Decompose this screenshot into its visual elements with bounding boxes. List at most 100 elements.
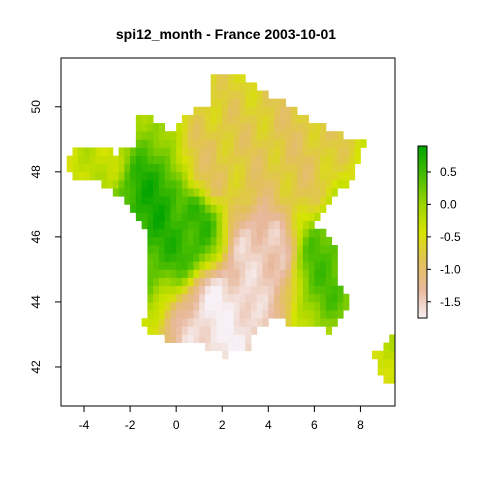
raster-cell (210, 334, 217, 343)
raster-cell (245, 285, 252, 295)
raster-cell (325, 163, 333, 173)
colorbar-cell (418, 178, 427, 181)
raster-cell (320, 261, 327, 270)
colorbar-cell (418, 162, 427, 165)
raster-cell (308, 277, 315, 287)
raster-cell (158, 261, 166, 270)
raster-cell (233, 155, 240, 165)
raster-cell (187, 269, 194, 278)
raster-cell (176, 310, 183, 319)
raster-cell (193, 326, 200, 335)
raster-cell (199, 163, 206, 173)
colorbar-cell (418, 282, 427, 285)
raster-cell (331, 131, 338, 140)
raster-cell (170, 334, 177, 343)
raster-cell (107, 147, 114, 156)
raster-cell (320, 301, 327, 311)
raster-cell (268, 147, 275, 156)
raster-cell (187, 253, 194, 262)
raster-cell (181, 204, 189, 213)
raster-cell (72, 155, 79, 165)
raster-cell (204, 285, 212, 295)
raster-cell (308, 139, 315, 148)
raster-cell (158, 228, 166, 238)
raster-cell (66, 163, 73, 173)
raster-cell (291, 253, 298, 262)
raster-cell (251, 155, 258, 165)
raster-cell (147, 285, 154, 295)
raster-cell (285, 163, 292, 173)
raster-cell (320, 139, 327, 148)
raster-cell (239, 188, 246, 197)
raster-cell (158, 163, 166, 173)
raster-cell (348, 171, 356, 181)
raster-cell (228, 106, 235, 116)
raster-cell (348, 139, 356, 148)
colorbar-cell (418, 242, 427, 245)
raster-cell (245, 114, 252, 124)
raster-cell (308, 261, 315, 270)
raster-cell (216, 131, 223, 140)
raster-cell (187, 277, 194, 287)
raster-cell (297, 212, 304, 222)
raster-cell (199, 245, 206, 254)
raster-cell (233, 318, 240, 327)
raster-cell (210, 147, 217, 156)
raster-cell (153, 269, 160, 278)
raster-cell (164, 171, 171, 181)
raster-cell (274, 123, 281, 132)
raster-cell (297, 261, 304, 270)
raster-cell (268, 220, 275, 230)
raster-cell (193, 261, 200, 270)
raster-cell (285, 261, 292, 270)
raster-cell (279, 131, 286, 140)
raster-cell (84, 147, 91, 156)
raster-cell (176, 318, 183, 327)
raster-cell (325, 147, 333, 156)
raster-cell (279, 106, 286, 116)
raster-cell (228, 171, 235, 181)
raster-cell (245, 163, 252, 173)
raster-cell (262, 196, 269, 205)
raster-cell (164, 139, 171, 148)
raster-cell (314, 277, 321, 287)
raster-cell (279, 310, 286, 319)
raster-cell (164, 212, 171, 222)
raster-cell (325, 179, 333, 189)
raster-cell (135, 147, 143, 156)
raster-cell (325, 131, 333, 140)
colorbar-cell (418, 300, 427, 303)
raster-cell (314, 261, 321, 270)
x-tick-label: -2 (125, 418, 136, 432)
raster-cell (325, 171, 333, 181)
raster-cell (187, 261, 194, 270)
raster-cell (147, 269, 154, 278)
raster-cell (389, 350, 396, 360)
raster-cell (181, 269, 189, 278)
raster-cell (147, 155, 154, 165)
colorbar-cell (418, 158, 427, 161)
raster-cell (239, 261, 246, 270)
raster-cell (216, 163, 223, 173)
raster-cell (222, 90, 229, 100)
raster-cell (204, 310, 212, 319)
raster-cell (181, 310, 189, 319)
raster-cell (181, 293, 189, 303)
x-tick-label: 6 (311, 418, 318, 432)
raster-cell (274, 301, 281, 311)
y-tick-label: 46 (29, 230, 43, 244)
raster-cell (170, 310, 177, 319)
raster-cell (222, 350, 229, 360)
raster-cell (135, 114, 143, 124)
raster-cell (147, 171, 154, 181)
raster-cell (262, 318, 269, 327)
raster-cell (233, 163, 240, 173)
raster-cell (291, 123, 298, 132)
raster-cell (320, 171, 327, 181)
raster-cell (216, 90, 223, 100)
raster-cell (268, 163, 275, 173)
raster-cell (308, 318, 315, 327)
raster-cell (222, 163, 229, 173)
raster-cell (308, 293, 315, 303)
raster-cell (337, 163, 344, 173)
